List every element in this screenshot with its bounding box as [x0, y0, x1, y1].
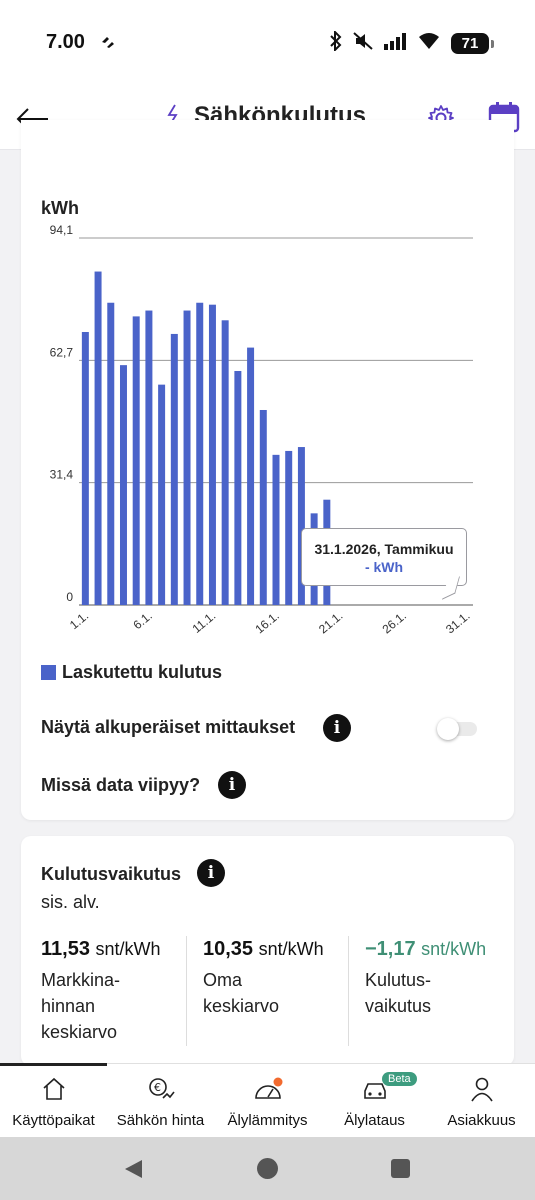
- bottom-navigation: Käyttöpaikat € Sähkön hinta Älylämmitys …: [0, 1063, 535, 1137]
- chart-bar[interactable]: [259, 409, 267, 605]
- x-tick-label: 6.1.: [130, 609, 154, 633]
- consumption-effect-metric: −1,17 snt/kWh Kulutus- vaikutus: [365, 938, 486, 1019]
- metric-label: Kulutus- vaikutus: [365, 970, 432, 1016]
- data-delay-label: Missä data viipyy?: [41, 775, 201, 795]
- x-tick-label: 1.1.: [67, 609, 91, 633]
- show-original-measurements-toggle[interactable]: [437, 718, 479, 740]
- own-average-metric: 10,35 snt/kWh Oma keskiarvo: [203, 938, 324, 1019]
- home-icon: [0, 1074, 107, 1104]
- y-tick-label: 94,1: [50, 223, 74, 237]
- nav-label: Älylataus: [344, 1112, 405, 1129]
- mute-icon: [353, 32, 373, 55]
- info-icon[interactable]: i: [197, 859, 225, 887]
- signal-icon: [383, 32, 407, 55]
- svg-text:€: €: [154, 1081, 161, 1094]
- show-original-measurements-label: Näytä alkuperäiset mittaukset: [41, 717, 296, 737]
- beta-badge: Beta: [382, 1072, 417, 1086]
- chart-tooltip: 31.1.2026, Tammikuu - kWh: [301, 528, 467, 600]
- chart-bar[interactable]: [285, 450, 293, 605]
- chart-bar[interactable]: [297, 447, 305, 605]
- chart-bar[interactable]: [247, 347, 255, 605]
- metric-value: 10,35 snt/kWh: [203, 938, 324, 960]
- effect-title: Kulutusvaikutus: [41, 864, 182, 884]
- chart-bar[interactable]: [107, 302, 115, 605]
- chart-bar[interactable]: [81, 331, 89, 605]
- y-tick-label: 62,7: [50, 345, 74, 359]
- nav-item-kayttopaikat[interactable]: Käyttöpaikat: [0, 1074, 107, 1129]
- chart-legend: Laskutettu kulutus: [41, 662, 222, 683]
- nav-item-alylataus[interactable]: Beta Älylataus: [321, 1072, 428, 1129]
- nav-label: Asiakkuus: [447, 1112, 516, 1129]
- metric-divider: [348, 936, 349, 1046]
- metric-value: 11,53 snt/kWh: [41, 938, 161, 960]
- chart-bar[interactable]: [234, 370, 242, 605]
- x-tick-label: 31.1.: [443, 609, 472, 637]
- legend-swatch: [41, 665, 56, 680]
- status-time: 7.00: [46, 31, 85, 53]
- x-tick-label: 16.1.: [252, 609, 281, 637]
- status-bar: 7.00 71: [0, 0, 535, 88]
- nav-item-alylammitys[interactable]: Älylämmitys: [214, 1074, 321, 1129]
- bluetooth-icon: [329, 29, 343, 56]
- chart-bar[interactable]: [145, 310, 153, 605]
- metric-label: Oma keskiarvo: [203, 970, 280, 1016]
- y-tick-label: 31,4: [50, 468, 74, 482]
- chart-bar[interactable]: [119, 365, 127, 605]
- chart-unit-label: kWh: [41, 198, 79, 218]
- metric-label: Markkina- hinnan keskiarvo: [41, 970, 121, 1042]
- toggle-knob: [437, 718, 459, 740]
- x-tick-label: 21.1.: [316, 609, 345, 637]
- sync-icon: [100, 35, 116, 54]
- battery-indicator: 71: [451, 33, 494, 54]
- consumption-effect-card: Kulutusvaikutus i sis. alv. 11,53 snt/kW…: [21, 836, 514, 1066]
- active-tab-indicator: [0, 1063, 107, 1066]
- legend-label: Laskutettu kulutus: [62, 662, 223, 682]
- nav-label: Sähkön hinta: [116, 1112, 205, 1129]
- metric-value: −1,17 snt/kWh: [365, 938, 487, 960]
- system-home-icon[interactable]: [256, 1157, 279, 1185]
- electricity-icon: [164, 103, 182, 130]
- gauge-icon: [214, 1074, 321, 1104]
- consumption-chart-card: kWh 0 31,4 62,7 94,1 1.1. 6.1. 11.1. 16.1. 21.1.…: [21, 120, 514, 820]
- tooltip-date: 31.1.2026, Tammikuu: [314, 541, 454, 557]
- wifi-icon: [417, 32, 441, 55]
- nav-label: Älylämmitys: [227, 1112, 308, 1129]
- effect-subtitle: sis. alv.: [41, 892, 100, 912]
- price-icon: €: [107, 1074, 214, 1104]
- nav-item-asiakkuus[interactable]: Asiakkuus: [428, 1074, 535, 1129]
- chart-bar[interactable]: [94, 271, 102, 605]
- consumption-bar-chart[interactable]: 0 31,4 62,7 94,1 1.1. 6.1. 11.1. 16.1. 21.1. 26.1…: [21, 220, 514, 640]
- nav-label: Käyttöpaikat: [12, 1112, 95, 1129]
- info-icon[interactable]: i: [323, 714, 351, 742]
- system-back-icon[interactable]: [122, 1158, 144, 1185]
- chart-bar[interactable]: [183, 310, 191, 605]
- market-price-metric: 11,53 snt/kWh Markkina- hinnan keskiarvo: [41, 938, 161, 1045]
- x-tick-label: 26.1.: [380, 609, 409, 637]
- system-recents-icon[interactable]: [390, 1158, 411, 1184]
- x-tick-label: 11.1.: [190, 609, 219, 636]
- chart-bar[interactable]: [272, 454, 280, 605]
- tooltip-value: - kWh: [364, 559, 404, 575]
- person-icon: [428, 1074, 535, 1104]
- chart-bar[interactable]: [158, 384, 166, 605]
- info-icon[interactable]: i: [218, 771, 246, 799]
- y-tick-label: 0: [66, 590, 73, 604]
- chart-bar[interactable]: [221, 320, 229, 605]
- chart-bar[interactable]: [132, 316, 140, 605]
- nav-item-sahkon-hinta[interactable]: € Sähkön hinta: [107, 1074, 214, 1129]
- metric-divider: [186, 936, 187, 1046]
- chart-bar[interactable]: [196, 302, 204, 605]
- car-charging-icon: Beta: [321, 1072, 428, 1104]
- chart-bar[interactable]: [208, 304, 216, 605]
- chart-bar[interactable]: [170, 333, 178, 605]
- system-navigation-bar: [0, 1137, 535, 1200]
